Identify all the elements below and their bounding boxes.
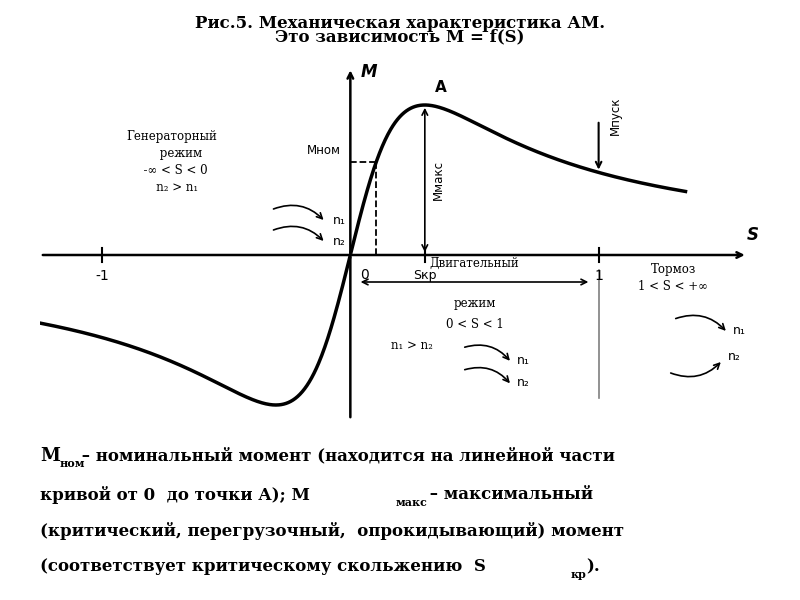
Text: A: A	[434, 79, 446, 94]
Text: M: M	[360, 63, 377, 81]
Text: (соответствует критическому скольжению  S: (соответствует критическому скольжению S	[40, 558, 486, 575]
Text: режим: режим	[454, 297, 496, 310]
Text: Ммакс: Ммакс	[432, 160, 446, 200]
Text: n₂: n₂	[517, 376, 530, 389]
Text: Двигательный: Двигательный	[430, 257, 519, 270]
Text: кр: кр	[570, 569, 586, 580]
Text: ном: ном	[60, 458, 86, 469]
Text: Рис.5. Механическая характеристика АМ.: Рис.5. Механическая характеристика АМ.	[195, 15, 605, 32]
Text: макс: макс	[396, 497, 428, 508]
Text: -1: -1	[95, 269, 109, 283]
Text: Тормоз
1 < S < +∞: Тормоз 1 < S < +∞	[638, 263, 708, 292]
Text: S: S	[746, 226, 758, 245]
Text: n₂: n₂	[728, 350, 741, 364]
Text: Это зависимость M = f(S): Это зависимость M = f(S)	[275, 29, 525, 46]
Text: Sкр: Sкр	[413, 269, 437, 282]
Text: 1: 1	[594, 269, 603, 283]
Text: 0: 0	[360, 268, 369, 282]
Text: (критический, перегрузочный,  опрокидывающий) момент: (критический, перегрузочный, опрокидываю…	[40, 522, 624, 540]
Text: Мном: Мном	[306, 145, 341, 157]
Text: М: М	[40, 447, 60, 465]
Text: – максимальный: – максимальный	[424, 486, 593, 503]
Text: n₁: n₁	[733, 323, 746, 337]
Text: – номинальный момент (находится на линейной части: – номинальный момент (находится на линей…	[76, 447, 615, 464]
Text: n₁: n₁	[517, 353, 530, 367]
Text: 0 < S < 1: 0 < S < 1	[446, 318, 503, 331]
Text: кривой от 0  до точки А); М: кривой от 0 до точки А); М	[40, 486, 310, 504]
Text: n₁ > n₂: n₁ > n₂	[391, 339, 434, 352]
Text: n₂: n₂	[333, 235, 346, 248]
Text: Мпуск: Мпуск	[609, 96, 622, 134]
Text: Генераторный
     режим
  -∞ < S < 0
   n₂ > n₁: Генераторный режим -∞ < S < 0 n₂ > n₁	[126, 130, 217, 194]
Text: ).: ).	[586, 558, 600, 575]
Text: n₁: n₁	[333, 214, 346, 227]
